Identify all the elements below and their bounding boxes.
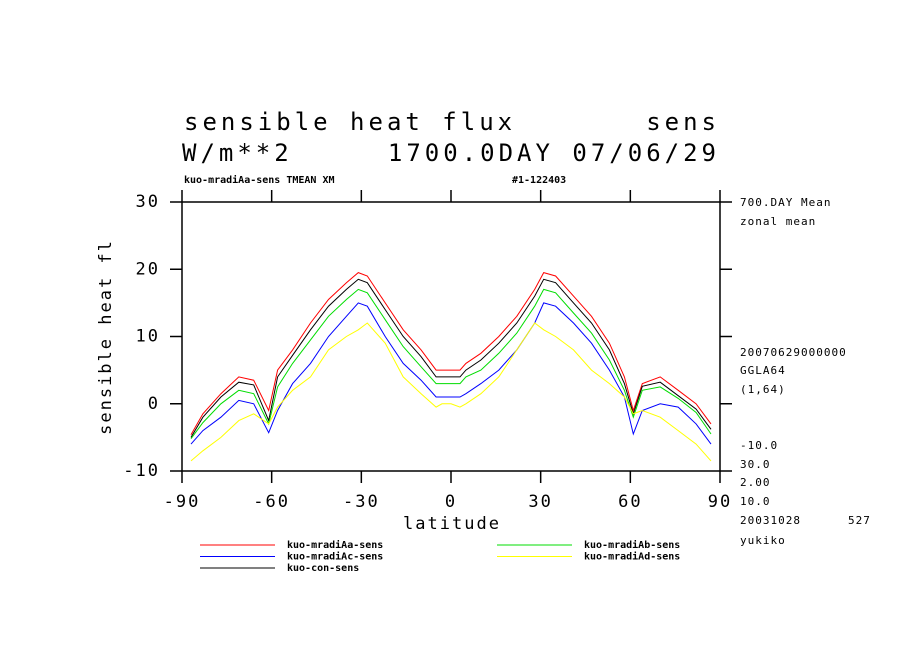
plot-frame — [181, 201, 721, 472]
x-tick-label: 60 — [618, 492, 642, 512]
series-line — [190, 322, 712, 462]
x-tick-label: 30 — [528, 492, 552, 512]
y-tick-label: 10 — [136, 327, 160, 347]
y-tick-label: 30 — [136, 192, 160, 212]
chart-title: sensible heat flux — [184, 108, 516, 136]
series-line — [190, 272, 712, 435]
annotation: 700.DAY Mean — [740, 196, 831, 209]
x-tick-label: 0 — [445, 492, 457, 512]
y-tick-label: -10 — [123, 461, 160, 481]
annotation: GGLA64 — [740, 364, 786, 377]
y-axis-label: sensible heat fl — [96, 239, 116, 435]
time: 1700.0DAY 07/06/29 — [388, 139, 720, 167]
series-line — [190, 278, 712, 438]
y-tick-label: 20 — [136, 259, 160, 279]
legend-label: kuo-mradiAa-sens — [287, 539, 383, 551]
subtitle: kuo-mradiAa-sens TMEAN XM — [184, 174, 335, 186]
units: W/m**2 — [182, 139, 293, 167]
series-line — [190, 288, 712, 439]
annotation: yukiko — [740, 534, 786, 547]
annotation: 20070629000000 — [740, 346, 847, 359]
y-tick-label: 0 — [148, 394, 160, 414]
legend-label: kuo-mradiAb-sens — [584, 539, 680, 551]
legend-label: kuo-con-sens — [287, 563, 359, 574]
annotation: 2.00 — [740, 476, 771, 489]
x-tick-label: -90 — [164, 492, 201, 512]
x-tick-label: -30 — [343, 492, 380, 512]
run-id: #1-122403 — [512, 175, 566, 186]
x-tick-label: -60 — [253, 492, 290, 512]
annotation: 10.0 — [740, 495, 771, 508]
annotation: (1,64) — [740, 383, 786, 396]
annotation: 527 — [848, 514, 871, 527]
annotation: zonal mean — [740, 215, 816, 228]
annotation: 30.0 — [740, 458, 771, 471]
annotation: -10.0 — [740, 439, 778, 452]
legend-label: kuo-mradiAc-sens — [287, 551, 383, 563]
x-axis-label: latitude — [403, 514, 501, 534]
variable: sens — [646, 108, 720, 136]
annotation: 20031028 — [740, 514, 801, 527]
x-tick-label: 90 — [708, 492, 732, 512]
legend-label: kuo-mradiAd-sens — [584, 551, 680, 563]
